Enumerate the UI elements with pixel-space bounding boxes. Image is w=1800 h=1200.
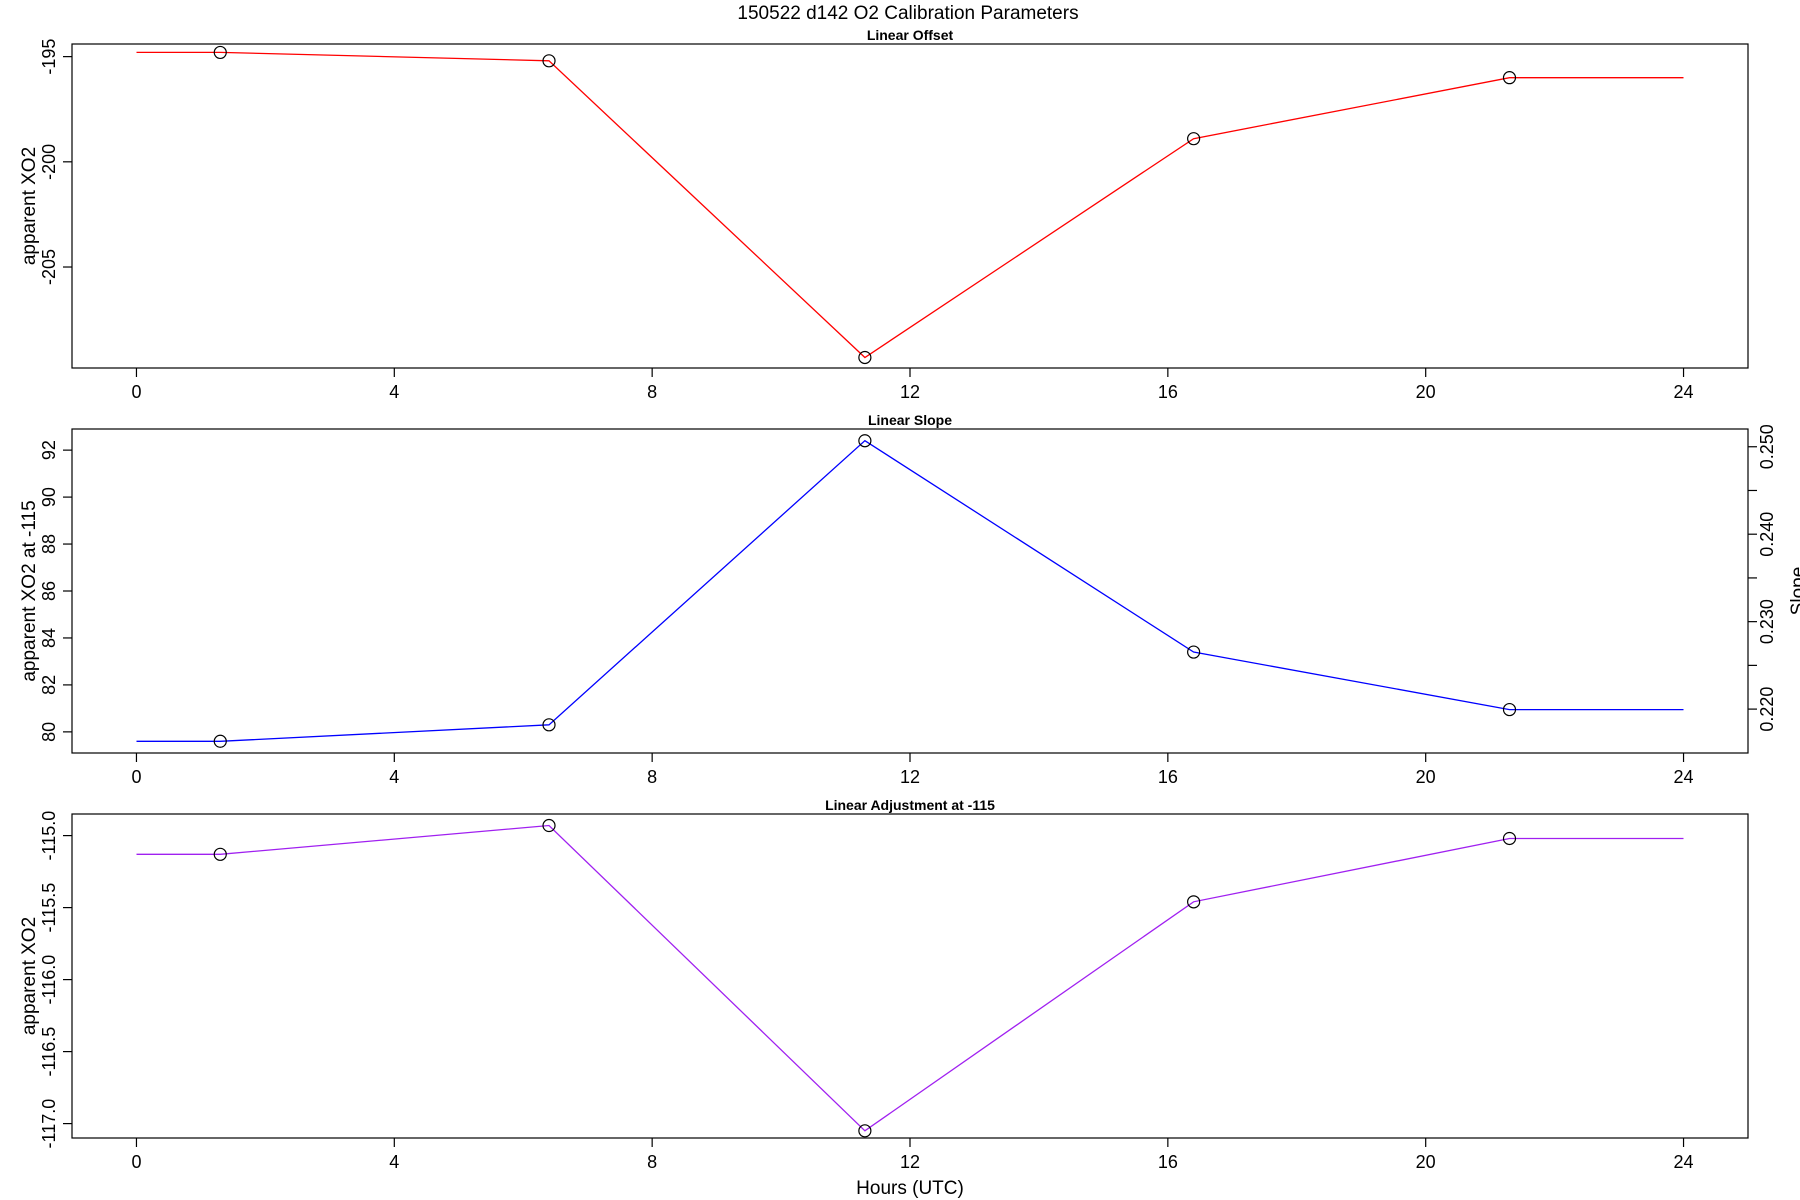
adjustment-x-tick-label: 16 (1158, 1152, 1178, 1172)
adjustment-y-tick-label: -115.0 (39, 811, 59, 861)
offset-y-tick-label: -195 (39, 39, 59, 75)
slope-y-tick-label: 80 (39, 722, 59, 742)
adjustment-x-tick-label: 20 (1416, 1152, 1436, 1172)
slope-data-point (542, 718, 556, 732)
slope-x-tick-label: 12 (900, 767, 920, 787)
slope-y2-tick-label: 0.220 (1757, 687, 1777, 732)
slope-y-tick-label: 88 (39, 534, 59, 554)
adjustment-x-tick-label: 24 (1674, 1152, 1694, 1172)
slope-x-tick-label: 20 (1416, 767, 1436, 787)
adjustment-y-axis-label: apparent XO2 (19, 917, 40, 1035)
offset-panel: Linear Offset 0 4 8 12 16 20 24 -195 -200 -205appa… (19, 27, 1749, 402)
adjustment-x-tick-label: 8 (647, 1152, 657, 1172)
adjustment-panel-title: Linear Adjustment at -115 (825, 797, 995, 813)
adjustment-plot-frame (71, 813, 1749, 1139)
adjustment-y-tick-label: -116.5 (39, 1027, 59, 1077)
adjustment-data-point (213, 847, 227, 861)
slope-data-point (858, 434, 872, 448)
offset-y-tick-label: -200 (39, 144, 59, 180)
adjustment-x-tick-label: 0 (131, 1152, 141, 1172)
x-axis-label: Hours (UTC) (856, 1178, 964, 1199)
slope-data-point (1502, 702, 1517, 717)
slope-x-tick-label: 8 (647, 767, 657, 787)
offset-x-tick-label: 8 (647, 382, 657, 402)
offset-series-line (136, 51, 1684, 359)
slope-x-tick-label: 16 (1158, 767, 1178, 787)
slope-y-tick-label: 82 (39, 675, 59, 695)
adjustment-panel: Linear Adjustment at -115 0 4 8 12 16 20 24 -115… (19, 797, 1749, 1172)
slope-y2-axis-label: Slope (1788, 567, 1800, 616)
offset-data-point (1502, 71, 1517, 85)
offset-y-axis-label: apparent XO2 (19, 147, 40, 265)
offset-x-tick-label: 4 (389, 382, 399, 402)
offset-data-point (542, 54, 556, 68)
adjustment-data-point (1187, 895, 1201, 909)
offset-panel-title: Linear Offset (867, 27, 954, 43)
slope-x-tick-label: 4 (389, 767, 399, 787)
offset-x-tick-label: 24 (1674, 382, 1694, 402)
slope-series-line (136, 439, 1684, 742)
slope-x-tick-label: 24 (1674, 767, 1694, 787)
slope-y2-tick-label: 0.230 (1757, 599, 1777, 644)
offset-data-point (1187, 132, 1201, 146)
adjustment-x-tick-label: 12 (900, 1152, 920, 1172)
adjustment-data-point (1502, 831, 1517, 846)
slope-y-tick-label: 84 (39, 628, 59, 648)
slope-plot-frame (71, 428, 1749, 754)
offset-data-point (858, 350, 872, 365)
offset-x-tick-label: 20 (1416, 382, 1436, 402)
slope-x-tick-label: 0 (131, 767, 141, 787)
offset-plot-frame (71, 43, 1749, 369)
offset-data-point (213, 45, 227, 60)
slope-data-point (1187, 645, 1201, 659)
slope-y-tick-label: 90 (39, 487, 59, 507)
adjustment-data-point (858, 1124, 872, 1138)
adjustment-y-tick-label: -115.5 (39, 883, 59, 933)
slope-y-tick-label: 92 (39, 440, 59, 460)
slope-y-tick-label: 86 (39, 581, 59, 601)
offset-x-tick-label: 12 (900, 382, 920, 402)
slope-panel: Linear Slope 0 4 8 12 16 20 24 80 82 84 86 88 90 92 app… (19, 412, 1800, 787)
adjustment-y-tick-label: -117.0 (39, 1099, 59, 1149)
adjustment-series-line (136, 824, 1684, 1132)
slope-data-point (213, 734, 227, 748)
slope-y2-tick-label: 0.250 (1757, 424, 1777, 469)
offset-y-tick-label: -205 (39, 249, 59, 285)
slope-panel-title: Linear Slope (868, 412, 952, 428)
slope-y-axis-label: apparent XO2 at -115 (19, 500, 40, 681)
offset-x-tick-label: 0 (131, 382, 141, 402)
adjustment-data-point (542, 818, 556, 833)
adjustment-x-tick-label: 4 (389, 1152, 399, 1172)
adjustment-y-tick-label: -116.0 (39, 955, 59, 1005)
offset-x-tick-label: 16 (1158, 382, 1178, 402)
figure-title: 150522 d142 O2 Calibration Parameters (737, 3, 1078, 24)
slope-y2-tick-label: 0.240 (1757, 512, 1777, 557)
